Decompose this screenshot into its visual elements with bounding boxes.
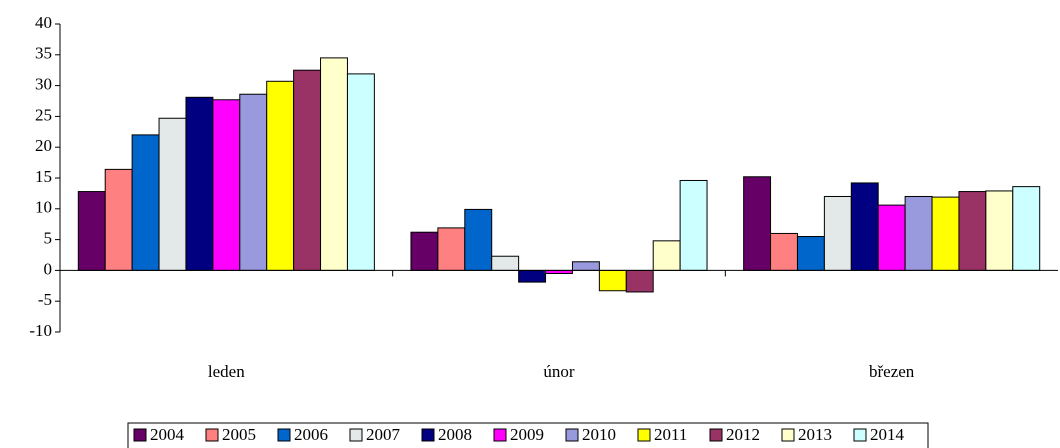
legend-label: 2010 bbox=[582, 425, 616, 444]
bar bbox=[212, 99, 241, 271]
y-tick-label: 20 bbox=[35, 136, 52, 155]
bar bbox=[464, 208, 493, 271]
bar bbox=[239, 93, 268, 271]
bar bbox=[571, 261, 600, 271]
bar bbox=[104, 168, 133, 271]
bar bbox=[823, 195, 852, 271]
bar bbox=[158, 117, 187, 271]
legend-label: 2012 bbox=[726, 425, 760, 444]
bar bbox=[598, 269, 627, 292]
bar bbox=[985, 190, 1014, 271]
y-tick-label: -10 bbox=[29, 321, 52, 340]
bar bbox=[679, 179, 708, 271]
bar bbox=[770, 232, 798, 271]
bar bbox=[625, 269, 654, 293]
bar bbox=[796, 236, 825, 271]
legend-label: 2014 bbox=[870, 425, 905, 444]
bar bbox=[518, 269, 547, 283]
legend-label: 2005 bbox=[222, 425, 256, 444]
bar bbox=[293, 69, 322, 271]
y-tick-label: 15 bbox=[35, 167, 52, 186]
bar bbox=[320, 57, 348, 271]
bar bbox=[931, 196, 960, 271]
legend-label: 2004 bbox=[150, 425, 185, 444]
bar bbox=[491, 255, 520, 271]
bar bbox=[958, 191, 987, 271]
y-tick-label: -5 bbox=[38, 290, 52, 309]
bar bbox=[850, 182, 879, 271]
legend-swatch bbox=[709, 428, 723, 442]
legend-box bbox=[127, 422, 929, 448]
bar bbox=[185, 96, 214, 271]
legend-label: 2013 bbox=[798, 425, 832, 444]
y-tick-label: 0 bbox=[44, 259, 53, 278]
legend-swatch bbox=[781, 428, 795, 442]
legend-swatch bbox=[637, 428, 651, 442]
legend-swatch bbox=[349, 428, 363, 442]
y-tick-label: 30 bbox=[35, 75, 52, 94]
legend-swatch bbox=[493, 428, 507, 442]
bar bbox=[77, 191, 106, 271]
y-tick-label: 35 bbox=[35, 44, 52, 63]
y-tick-label: 10 bbox=[35, 198, 52, 217]
bar bbox=[743, 176, 772, 271]
legend-swatch bbox=[277, 428, 291, 442]
legend-swatch bbox=[133, 428, 147, 442]
legend-label: 2011 bbox=[654, 425, 687, 444]
legend-label: 2007 bbox=[366, 425, 401, 444]
legend-swatch bbox=[565, 428, 579, 442]
legend-swatch bbox=[853, 428, 867, 442]
bar bbox=[1012, 186, 1041, 271]
legend-label: 2008 bbox=[438, 425, 472, 444]
x-tick-label: březen bbox=[869, 362, 915, 381]
legend-label: 2009 bbox=[510, 425, 544, 444]
legend-swatch bbox=[421, 428, 435, 442]
x-tick-label: leden bbox=[208, 362, 245, 381]
x-tick-label: únor bbox=[543, 362, 575, 381]
bar bbox=[346, 73, 375, 271]
legend-label: 2006 bbox=[294, 425, 328, 444]
bar bbox=[410, 231, 439, 271]
bar bbox=[652, 240, 681, 271]
bar bbox=[131, 134, 160, 271]
bar bbox=[904, 195, 933, 271]
bar bbox=[877, 204, 906, 271]
bar bbox=[266, 80, 295, 271]
y-tick-label: 40 bbox=[35, 13, 52, 32]
y-tick-label: 5 bbox=[44, 229, 53, 248]
y-tick-label: 25 bbox=[35, 105, 52, 124]
bar bbox=[437, 227, 466, 271]
legend-swatch bbox=[205, 428, 219, 442]
